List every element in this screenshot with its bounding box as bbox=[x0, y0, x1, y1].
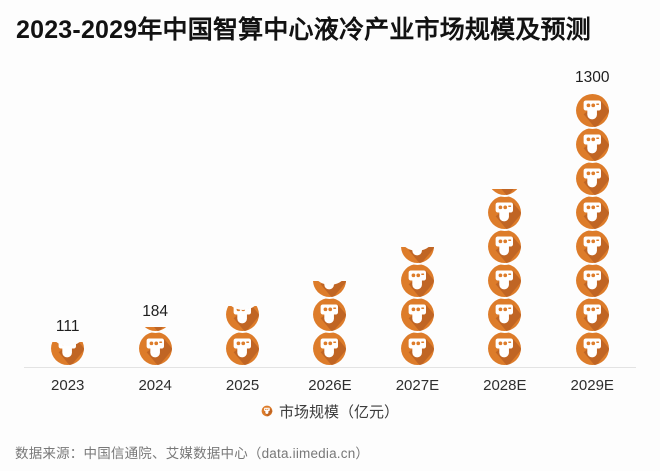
bar-column bbox=[374, 87, 461, 367]
value-label: 184 bbox=[142, 302, 169, 320]
coin-icon bbox=[574, 330, 611, 367]
pictogram-bar bbox=[137, 327, 174, 367]
coin-icon bbox=[137, 330, 174, 367]
x-tick-label: 2028E bbox=[483, 376, 527, 394]
x-tick-label: 2027E bbox=[395, 376, 440, 394]
coin-icon bbox=[224, 306, 261, 333]
x-tick-label: 2025 bbox=[225, 376, 260, 394]
x-tick-label: 2029E bbox=[570, 376, 614, 394]
pictogram-bar bbox=[486, 189, 523, 367]
coin-icon bbox=[486, 330, 523, 367]
chart-title: 2023-2029年中国智算中心液冷产业市场规模及预测 bbox=[16, 16, 591, 44]
bite-notch bbox=[224, 305, 262, 310]
coin-icon bbox=[486, 189, 523, 197]
bar-column bbox=[461, 87, 548, 367]
coin-icon bbox=[224, 330, 261, 367]
legend: 市场规模（亿元） bbox=[0, 401, 660, 422]
coin-icon bbox=[574, 296, 611, 333]
coin-icon bbox=[137, 327, 174, 333]
coin-icon bbox=[574, 160, 611, 197]
coin-icon bbox=[574, 228, 611, 265]
pictogram-bar bbox=[49, 341, 87, 367]
x-axis-labels: 2023 2024 2025 2026E 2027E 2028E 2029E bbox=[24, 368, 636, 394]
coin-icon bbox=[486, 228, 523, 265]
bite-notch bbox=[49, 341, 87, 346]
coin-icon bbox=[399, 262, 436, 299]
value-label: 1300 bbox=[574, 68, 610, 86]
plot-area: 111 184 1300 bbox=[24, 69, 636, 368]
value-label: 111 bbox=[55, 317, 80, 335]
coin-icon bbox=[399, 296, 436, 333]
bite-notch bbox=[398, 246, 436, 251]
pictogram-bar bbox=[224, 305, 262, 367]
pictogram-bar bbox=[398, 246, 436, 367]
coin-icon bbox=[574, 194, 611, 231]
coin-icon bbox=[486, 296, 523, 333]
bar-column: 111 bbox=[24, 87, 111, 367]
x-tick-label: 2026E bbox=[308, 376, 352, 394]
coin-icon bbox=[574, 93, 611, 129]
x-tick-label: 2024 bbox=[138, 376, 172, 394]
coin-icon bbox=[574, 262, 611, 299]
coin-icon bbox=[486, 194, 523, 231]
coin-icon bbox=[311, 296, 348, 333]
pictogram-bar bbox=[574, 93, 611, 367]
legend-marker-icon bbox=[261, 405, 273, 417]
coin-icon bbox=[574, 126, 611, 163]
coin-icon bbox=[486, 262, 523, 299]
pictogram-bar bbox=[311, 280, 349, 367]
bar-column: 1300 bbox=[549, 69, 636, 367]
data-source-note: 数据来源：中国信通院、艾媒数据中心（data.iimedia.cn） bbox=[15, 446, 370, 461]
coin-icon bbox=[399, 330, 436, 367]
bar-column bbox=[199, 87, 286, 367]
legend-label: 市场规模（亿元） bbox=[278, 403, 399, 421]
bar-column bbox=[286, 87, 373, 367]
coin-icon bbox=[311, 330, 348, 367]
x-tick-label: 2023 bbox=[51, 376, 85, 394]
bar-column: 184 bbox=[111, 87, 198, 367]
bite-notch bbox=[311, 280, 349, 285]
